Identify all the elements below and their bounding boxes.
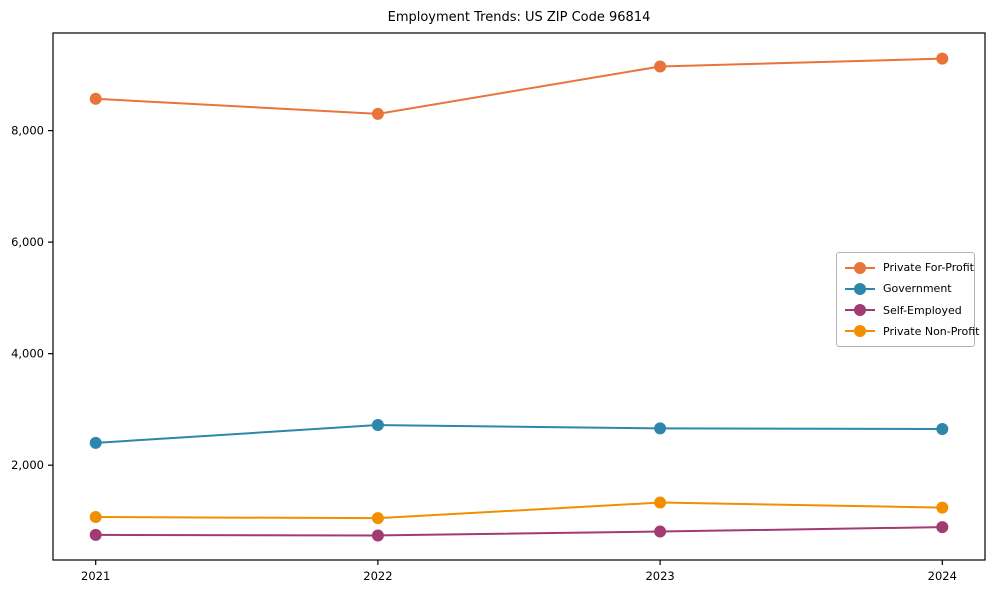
data-point-marker bbox=[654, 422, 667, 435]
data-point-marker bbox=[936, 521, 949, 534]
y-tick-label: 8,000 bbox=[11, 124, 44, 138]
x-tick-label: 2024 bbox=[928, 569, 957, 583]
legend-marker-icon bbox=[845, 325, 875, 338]
legend-label: Private For-Profit bbox=[883, 261, 974, 275]
data-point-marker bbox=[89, 528, 102, 541]
series-line bbox=[95, 526, 943, 537]
legend-label: Private Non-Profit bbox=[883, 324, 980, 338]
data-point-marker bbox=[371, 419, 384, 432]
series-line bbox=[95, 424, 943, 444]
y-tick-label: 4,000 bbox=[11, 347, 44, 361]
series-line bbox=[95, 501, 943, 520]
data-point-marker bbox=[936, 52, 949, 65]
x-tick-label: 2022 bbox=[363, 569, 392, 583]
data-point-marker bbox=[89, 436, 102, 449]
x-tick-label: 2023 bbox=[645, 569, 674, 583]
data-point-marker bbox=[654, 496, 667, 509]
data-point-marker bbox=[89, 92, 102, 105]
data-point-marker bbox=[371, 512, 384, 525]
chart-title: Employment Trends: US ZIP Code 96814 bbox=[387, 10, 651, 25]
data-point-marker bbox=[936, 501, 949, 514]
data-point-marker bbox=[654, 60, 667, 73]
y-tick-label: 2,000 bbox=[11, 458, 44, 472]
axes-frame bbox=[52, 32, 986, 561]
legend-marker-icon bbox=[845, 304, 875, 317]
legend-label: Self-Employed bbox=[883, 303, 962, 317]
data-point-marker bbox=[371, 107, 384, 120]
data-point-marker bbox=[936, 422, 949, 435]
legend-item: Private For-Profit bbox=[845, 258, 974, 278]
data-point-marker bbox=[371, 529, 384, 542]
y-tick-label: 6,000 bbox=[11, 235, 44, 249]
series-line bbox=[95, 57, 943, 115]
legend: Private For-Profit Government Self-Emplo… bbox=[836, 252, 979, 347]
legend-marker-icon bbox=[845, 261, 875, 274]
data-point-marker bbox=[89, 511, 102, 524]
legend-label: Government bbox=[883, 282, 952, 296]
legend-item: Private Non-Profit bbox=[845, 321, 979, 341]
legend-item: Government bbox=[845, 279, 966, 299]
legend-marker-icon bbox=[845, 282, 875, 295]
legend-item: Self-Employed bbox=[845, 300, 966, 320]
x-tick-label: 2021 bbox=[81, 569, 110, 583]
data-point-marker bbox=[654, 525, 667, 538]
